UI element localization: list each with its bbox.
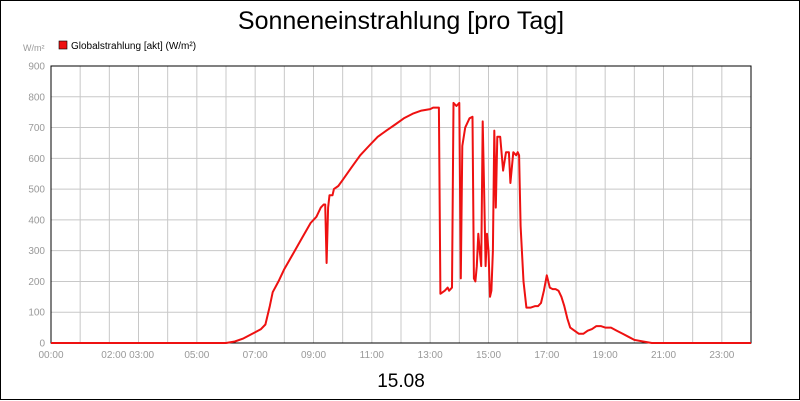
y-tick-label: 800 bbox=[28, 92, 45, 103]
x-tick-label: 13:00 bbox=[418, 350, 443, 361]
y-tick-label: 400 bbox=[28, 215, 45, 226]
series-line-globalstrahlung bbox=[51, 101, 751, 344]
chart-title: Sonneneinstrahlung [pro Tag] bbox=[238, 7, 564, 35]
x-tick-label: 05:00 bbox=[184, 350, 209, 361]
legend-swatch bbox=[58, 40, 68, 50]
legend: Globalstrahlung [akt] (W/m²) bbox=[58, 40, 196, 52]
plot-area-border bbox=[50, 65, 752, 344]
x-tick-label: 02:00 03:00 bbox=[101, 350, 154, 361]
y-tick-label: 200 bbox=[28, 277, 45, 288]
y-tick-label: 100 bbox=[28, 308, 45, 319]
y-axis-unit-label: W/m² bbox=[23, 43, 45, 53]
x-tick-label: 15:00 bbox=[476, 350, 501, 361]
grid-lines bbox=[51, 66, 751, 343]
x-tick-label: 00:00 bbox=[38, 350, 63, 361]
y-tick-label: 500 bbox=[28, 185, 45, 196]
y-tick-label: 900 bbox=[28, 62, 45, 73]
x-tick-label: 21:00 bbox=[651, 350, 676, 361]
legend-label: Globalstrahlung [akt] (W/m²) bbox=[71, 41, 196, 52]
x-tick-label: 07:00 bbox=[243, 350, 268, 361]
y-tick-label: 0 bbox=[39, 339, 45, 350]
y-tick-label: 300 bbox=[28, 246, 45, 257]
x-axis-ticks: 00:00 02:00 03:00 05:00 07:00 09:00 11:00 13:0… bbox=[38, 350, 734, 361]
y-tick-label: 600 bbox=[28, 154, 45, 165]
y-tick-label: 700 bbox=[28, 123, 45, 134]
x-tick-label: 11:00 bbox=[360, 350, 385, 361]
x-tick-label: 09:00 bbox=[301, 350, 326, 361]
x-tick-label: 23:00 bbox=[709, 350, 734, 361]
x-tick-label: 19:00 bbox=[593, 350, 618, 361]
x-tick-label: 17:00 bbox=[534, 350, 559, 361]
date-label: 15.08 bbox=[377, 371, 425, 392]
y-axis-ticks: 0 100 200 300 400 500 600 700 800 900 bbox=[28, 62, 45, 350]
